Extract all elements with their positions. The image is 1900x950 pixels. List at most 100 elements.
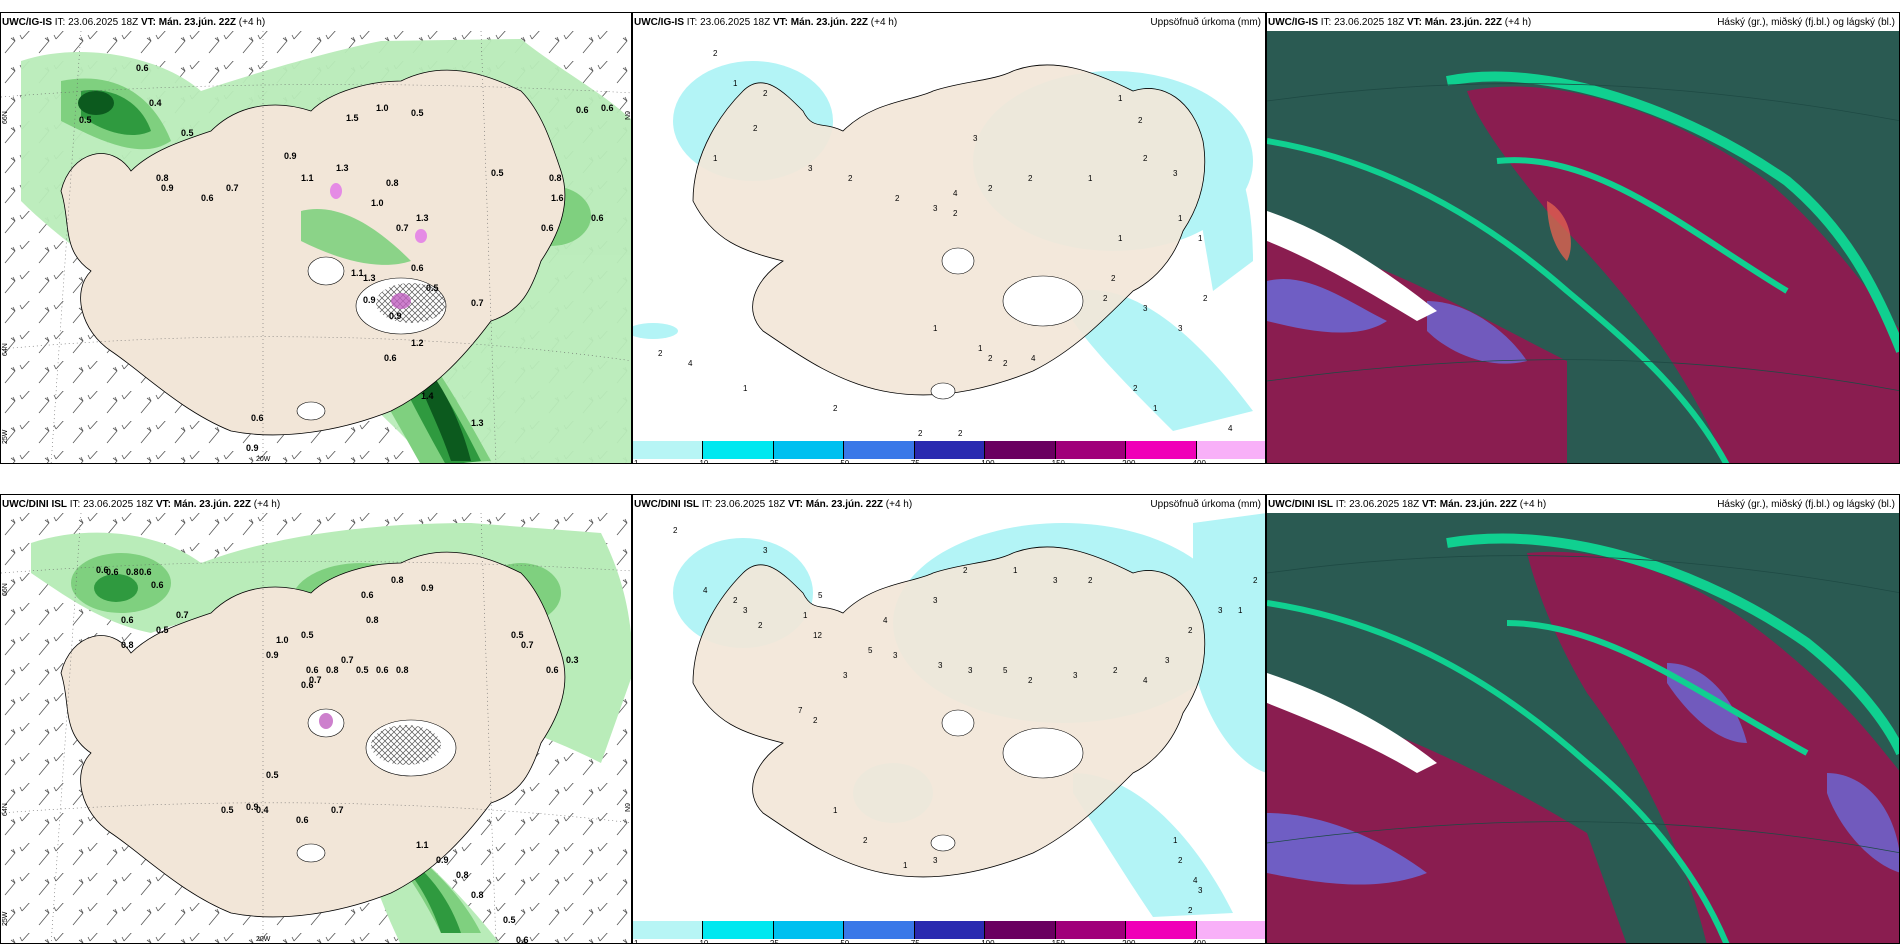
colorbar-tick: 50 <box>840 939 850 944</box>
colorbar-tick: 25 <box>769 939 779 944</box>
value-label: 3 <box>1173 169 1178 178</box>
value-label: 1.4 <box>421 391 434 401</box>
colorbar-segment <box>703 441 774 459</box>
value-label: 0.7 <box>331 805 344 815</box>
value-label: 1 <box>1173 836 1178 845</box>
value-label: 0.8 <box>121 640 134 650</box>
value-label: 0.9 <box>246 443 259 453</box>
colorbar-segment <box>633 441 704 459</box>
value-label: 12 <box>813 631 822 640</box>
value-label: 0.5 <box>503 915 516 925</box>
value-label: 2 <box>1088 576 1093 585</box>
colorbar-segment <box>1055 441 1127 459</box>
value-label: 2 <box>763 89 768 98</box>
glacier <box>930 382 956 400</box>
value-label: 5 <box>818 591 823 600</box>
value-label: 1 <box>733 79 738 88</box>
glacier <box>1002 727 1084 779</box>
value-label: 1.6 <box>551 193 564 203</box>
value-label: 0.5 <box>79 115 92 125</box>
panel-ig-is-clouds: UWC/IG-IS IT: 23.06.2025 18Z VT: Mán. 23… <box>1266 12 1900 464</box>
colorbar-tick: 75 <box>910 459 920 464</box>
axis-25w: 25W <box>2 911 9 926</box>
value-label: 0.6 <box>201 193 214 203</box>
value-label: 3 <box>1143 304 1148 313</box>
value-label: 2 <box>673 526 678 535</box>
value-label: 0.6 <box>96 565 109 575</box>
value-label: 0.9 <box>421 583 434 593</box>
axis-64n: 64N <box>2 343 9 356</box>
value-label: 2 <box>1113 666 1118 675</box>
colorbar-segment <box>1126 921 1197 939</box>
value-label: 2 <box>1188 906 1193 915</box>
value-label: 3 <box>968 666 973 675</box>
value-label: 0.6 <box>516 935 529 944</box>
axis-66n: 66N <box>2 111 9 124</box>
colorbar-segment <box>985 441 1056 459</box>
colorbar-tick: 200 <box>1122 939 1136 944</box>
low-cloud-layer <box>1267 813 1427 885</box>
value-label: 0.6 <box>151 580 164 590</box>
value-label: 2 <box>1178 856 1183 865</box>
value-label: 1.1 <box>351 268 364 278</box>
value-label: 0.5 <box>156 625 169 635</box>
colorbar-tick: 75 <box>910 939 920 944</box>
cloud-map <box>1267 513 1899 943</box>
graticule <box>1 31 631 463</box>
value-label: 2 <box>813 716 818 725</box>
value-label: 2 <box>1253 576 1258 585</box>
panel-header: UWC/DINI ISL IT: 23.06.2025 18Z VT: Mán.… <box>2 499 281 510</box>
panel-header: UWC/IG-IS IT: 23.06.2025 18Z VT: Mán. 23… <box>2 17 266 28</box>
value-label: 1 <box>1118 234 1123 243</box>
value-label: 1 <box>1118 94 1123 103</box>
value-label: 0.8 <box>391 575 404 585</box>
value-label: 0.9 <box>266 650 279 660</box>
value-label: 2 <box>848 174 853 183</box>
glacier <box>941 247 975 275</box>
value-label: 4 <box>953 189 958 198</box>
glacier-myrdalsjokull <box>296 843 326 863</box>
precip-colorbar: 1 10 25 50 75 100 150 200 400 <box>633 441 1265 463</box>
value-label: 1.3 <box>416 213 429 223</box>
value-label: 1 <box>903 861 908 870</box>
colorbar-segment <box>773 441 845 459</box>
value-label: 2 <box>658 349 663 358</box>
value-label: 2 <box>953 209 958 218</box>
value-label: 2 <box>1103 294 1108 303</box>
axis-66n: 66N <box>2 583 9 596</box>
value-label: 0.7 <box>396 223 409 233</box>
value-label: 2 <box>1133 384 1138 393</box>
value-label: 0.6 <box>301 680 314 690</box>
value-label: 1.1 <box>416 840 429 850</box>
colorbar-segment <box>844 441 915 459</box>
value-label: 3 <box>843 671 848 680</box>
value-label: 0.9 <box>436 855 449 865</box>
value-label: 0.4 <box>149 98 162 108</box>
panel-header: UWC/DINI ISL IT: 23.06.2025 18Z VT: Mán.… <box>634 499 913 510</box>
value-label: 1 <box>1198 234 1203 243</box>
value-label: 3 <box>938 661 943 670</box>
value-label: 0.9 <box>161 183 174 193</box>
value-label: 3 <box>743 606 748 615</box>
value-label: 0.8 <box>366 615 379 625</box>
value-label: 2 <box>1028 174 1033 183</box>
value-label: 4 <box>1031 354 1036 363</box>
value-label: 1 <box>1178 214 1183 223</box>
value-label: 3 <box>808 164 813 173</box>
colorbar-tick: 10 <box>699 939 709 944</box>
value-label: 2 <box>1003 359 1008 368</box>
value-label: 0.8 <box>126 567 139 577</box>
value-label: 0.7 <box>521 640 534 650</box>
value-label: 0.5 <box>301 630 314 640</box>
value-label: 0.5 <box>491 168 504 178</box>
value-label: 1 <box>1013 566 1018 575</box>
precip-colorbar: 1 10 25 50 75 100 150 200 400 <box>633 921 1265 943</box>
value-label: 4 <box>688 359 693 368</box>
value-label: 1 <box>1153 404 1158 413</box>
value-label: 0.6 <box>601 103 614 113</box>
value-label: 0.5 <box>221 805 234 815</box>
colorbar-segment <box>1126 441 1197 459</box>
